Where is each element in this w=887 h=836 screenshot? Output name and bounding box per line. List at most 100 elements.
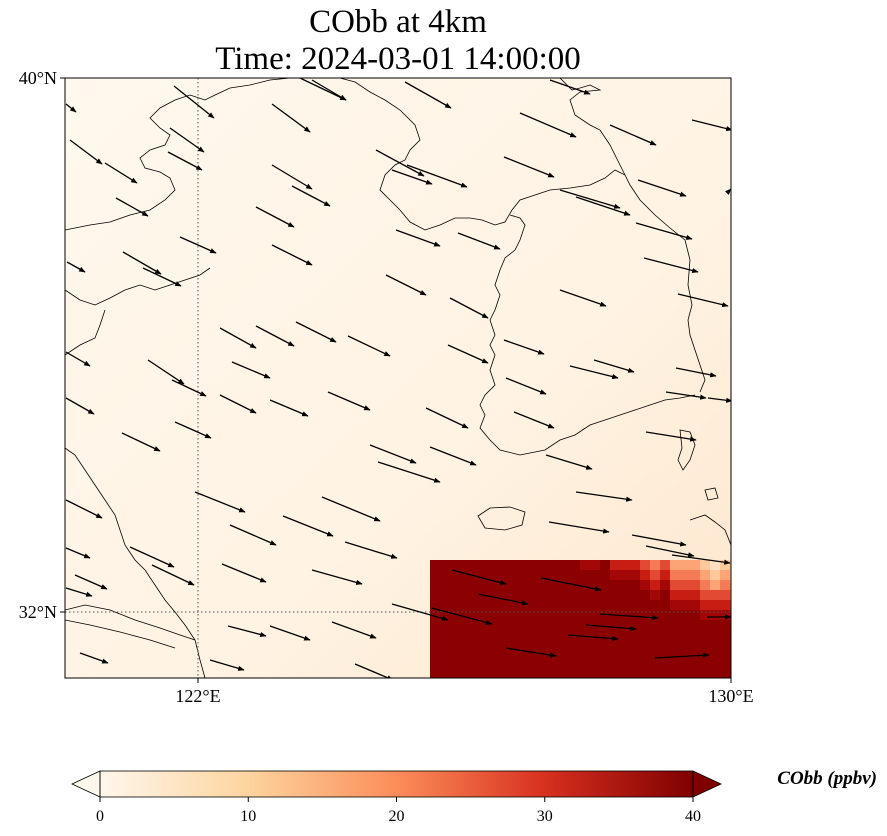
- plume-cell: [570, 670, 581, 678]
- wind-vectors: [65, 78, 731, 678]
- plume-cell: [480, 560, 491, 571]
- plume-cell: [490, 560, 501, 571]
- wind-arrow: [147, 359, 185, 385]
- plume-cell: [440, 640, 451, 651]
- plume-cell: [460, 600, 471, 611]
- plume-cell: [520, 650, 531, 661]
- plume-cell: [690, 630, 701, 641]
- plume-cell: [690, 640, 701, 651]
- plume-cell: [570, 660, 581, 671]
- wind-arrow: [227, 625, 267, 638]
- plume-cell: [430, 560, 441, 571]
- wind-arrow: [643, 257, 699, 274]
- plume-cell: [540, 570, 551, 581]
- plume-cell: [660, 630, 671, 641]
- wind-arrow: [291, 185, 331, 207]
- wind-arrow: [519, 112, 577, 138]
- plume-cell: [490, 600, 501, 611]
- wind-arrow: [567, 634, 619, 642]
- plume-cell: [440, 670, 451, 678]
- wind-arrow: [194, 491, 246, 513]
- plume-cell: [600, 600, 611, 611]
- plume-cell: [510, 600, 521, 611]
- plume-cell: [630, 610, 641, 621]
- plume-cell: [700, 600, 711, 611]
- plume-cell: [590, 610, 601, 621]
- plume-cell: [660, 600, 671, 611]
- plume-cell: [640, 600, 651, 611]
- plume-cell: [440, 630, 451, 641]
- plume-cell: [460, 670, 471, 678]
- plume-cell: [500, 650, 511, 661]
- plume-cell: [650, 630, 661, 641]
- plume-cell: [710, 560, 721, 571]
- wind-arrow: [167, 151, 203, 171]
- wind-arrow: [65, 351, 91, 367]
- plume-cell: [580, 610, 591, 621]
- wind-arrow: [269, 399, 309, 417]
- plume-cell: [540, 670, 551, 678]
- plume-cell: [430, 650, 441, 661]
- plume-cell: [710, 580, 721, 591]
- wind-arrow: [271, 103, 311, 133]
- lat-axis: 40°N 32°N: [19, 68, 65, 622]
- wind-arrow: [209, 659, 245, 671]
- plume-cell: [610, 670, 621, 678]
- wind-arrow: [79, 652, 109, 664]
- colorbar-tick-label: 10: [240, 808, 256, 825]
- wind-arrow: [503, 156, 555, 178]
- plume-cell: [460, 560, 471, 571]
- plume-cell: [540, 620, 551, 631]
- plume-cell: [650, 640, 661, 651]
- wind-arrow: [65, 587, 93, 597]
- colorbar-tick-label: 0: [96, 808, 104, 825]
- plume-cell: [730, 570, 731, 581]
- plume-cell: [620, 570, 631, 581]
- plume-cell: [490, 620, 501, 631]
- plume-cell: [730, 590, 731, 601]
- lat-tick-label: 40°N: [19, 68, 57, 88]
- plume-cell: [690, 590, 701, 601]
- plume-cell: [430, 660, 441, 671]
- plume-cell: [470, 650, 481, 661]
- plume-cell: [720, 640, 731, 651]
- plume-cell: [690, 620, 701, 631]
- wind-arrow: [385, 274, 427, 296]
- plume-cell: [640, 610, 651, 621]
- plume-cell: [440, 620, 451, 631]
- plume-cell: [720, 660, 731, 671]
- plume-cell: [470, 620, 481, 631]
- plume-cell: [470, 600, 481, 611]
- wind-arrow: [395, 229, 441, 247]
- plume-cell: [530, 610, 541, 621]
- wind-arrow: [231, 361, 271, 379]
- wind-arrow: [66, 261, 86, 273]
- plume-cell: [440, 560, 451, 571]
- plume-cell: [600, 570, 611, 581]
- colorbar: 0 10 20 30 40: [71, 770, 722, 825]
- plume-cell: [730, 650, 731, 661]
- plume-cell: [640, 560, 651, 571]
- plume-cell: [440, 590, 451, 601]
- plume-cell: [620, 590, 631, 601]
- wind-arrow: [229, 524, 277, 546]
- plume-cell: [530, 660, 541, 671]
- plume-cell: [650, 560, 661, 571]
- wind-arrow: [65, 499, 103, 519]
- plume-cell: [660, 620, 671, 631]
- plume-cell: [660, 670, 671, 678]
- wind-arrow: [221, 563, 267, 583]
- plume-cell: [650, 660, 661, 671]
- wind-arrow: [451, 569, 507, 586]
- plume-cell: [600, 670, 611, 678]
- plume-cell: [460, 620, 471, 631]
- plume-cell: [440, 610, 451, 621]
- wind-arrow: [331, 621, 377, 639]
- plume-cell: [520, 580, 531, 591]
- plume-cell: [510, 580, 521, 591]
- wind-arrow: [645, 545, 695, 558]
- plume-cell: [710, 670, 721, 678]
- plume-cell: [470, 640, 481, 651]
- plume-cell: [620, 560, 631, 571]
- plume-cell: [730, 630, 731, 641]
